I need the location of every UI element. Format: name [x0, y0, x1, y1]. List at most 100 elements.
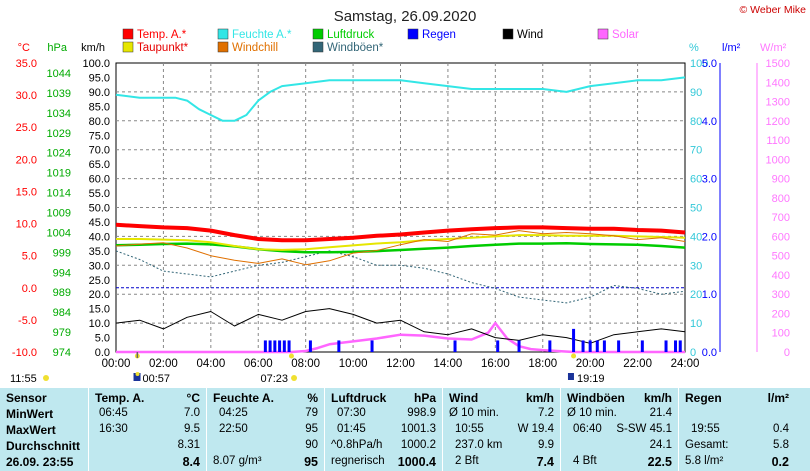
wind-avg10-label: Ø 10 min.: [449, 407, 499, 419]
rain-bar-11: [517, 340, 521, 352]
series-tempa: [115, 222, 686, 243]
temp-max-time: 16:30: [99, 423, 128, 435]
tick-wind-14: 30.0: [89, 260, 110, 272]
tick-pressure-3: 1029: [47, 128, 71, 140]
tick-temp-8: -5.0: [18, 315, 37, 327]
tick-pressure-6: 1014: [47, 188, 71, 200]
unit-rain: l/m²: [722, 42, 741, 54]
tick-wind-8: 60.0: [89, 174, 110, 186]
tick-temp-2: 25.0: [16, 122, 37, 134]
legend-label-3: Regen: [422, 29, 456, 41]
tick-temp-9: -10.0: [12, 347, 37, 359]
rain-bar-8: [370, 340, 374, 352]
pressure-header: Luftdruck: [331, 391, 387, 405]
tick-x-2: 04:00: [196, 358, 225, 370]
sunset-time: 19:19: [577, 373, 605, 385]
humidity-min: 79: [305, 407, 318, 419]
tick-solar-3: 1200: [766, 116, 790, 128]
tick-solar-7: 800: [772, 193, 790, 205]
tick-wind-5: 75.0: [89, 130, 110, 142]
series-taupunkt: [116, 234, 686, 251]
rain-bar-14: [581, 340, 585, 352]
rain-bar-19: [640, 340, 644, 352]
tick-wind-16: 20.0: [89, 289, 110, 301]
rain-unit: l/m²: [767, 391, 789, 405]
tick-x-7: 14:00: [434, 358, 463, 370]
tick-humidity-5: 50: [690, 203, 702, 215]
temp-max: 9.5: [184, 423, 200, 435]
humidity-abs: 8.07 g/m³: [213, 455, 262, 467]
tick-wind-3: 85.0: [89, 101, 110, 113]
tick-wind-17: 15.0: [89, 304, 110, 316]
tick-solar-9: 600: [772, 231, 790, 243]
rain-bar-6: [308, 340, 312, 352]
tick-wind-2: 90.0: [89, 87, 110, 99]
pressure-min-time: 07:30: [337, 407, 366, 419]
rain-bar-22: [678, 340, 682, 352]
tick-x-9: 18:00: [528, 358, 557, 370]
tick-temp-1: 30.0: [16, 90, 37, 102]
tick-humidity-7: 30: [690, 260, 702, 272]
wind-max: W 19.4: [517, 423, 554, 435]
wind-max-time: 10:55: [455, 423, 484, 435]
tick-x-4: 08:00: [291, 358, 320, 370]
gusts-avg10-label: Ø 10 min.: [567, 407, 617, 419]
tick-pressure-1: 1039: [47, 88, 71, 100]
tick-wind-4: 80.0: [89, 116, 110, 128]
tick-wind-18: 10.0: [89, 318, 110, 330]
tick-x-5: 10:00: [339, 358, 368, 370]
temp-unit: °C: [186, 391, 200, 405]
tick-solar-15: 0: [784, 347, 790, 359]
unit-temp: °C: [18, 42, 30, 54]
stats-table: Sensor MinWert MaxWert Durchschnitt 26.0…: [0, 388, 810, 471]
legend-label-1: Feuchte A.*: [232, 29, 292, 41]
tick-wind-0: 100.0: [82, 58, 110, 70]
gusts-unit: km/h: [643, 391, 672, 405]
pressure-column: Luftdruck hPa 07:30 998.9 01:45 1001.3 ^…: [324, 388, 442, 471]
gusts-column: Windböen km/h Ø 10 min. 21.4 06:40 S-SW …: [560, 388, 678, 471]
gusts-current: 22.5: [647, 455, 672, 469]
rain-bar-10: [496, 340, 500, 352]
legend-label-2: Luftdruck: [327, 29, 375, 41]
gusts-avg: 24.1: [649, 439, 672, 451]
tick-x-0: 00:00: [102, 358, 131, 370]
tick-x-1: 02:00: [149, 358, 178, 370]
tick-rain-4: 1.0: [702, 289, 717, 301]
rain-bar-12: [548, 340, 552, 352]
rain-bar-0: [263, 340, 267, 352]
tick-temp-7: 0.0: [22, 283, 37, 295]
rain-total-label: Gesamt:: [685, 439, 729, 451]
tick-pressure-0: 1044: [47, 68, 71, 80]
wind-current: 7.4: [536, 455, 554, 469]
legend-swatch-4: [502, 28, 514, 40]
series-windben: [115, 250, 686, 304]
tick-temp-0: 35.0: [16, 58, 37, 70]
legend-swatch-2: [312, 28, 324, 40]
tick-wind-15: 25.0: [89, 275, 110, 287]
legend-swatch-3: [407, 28, 419, 40]
rain-bar-21: [674, 340, 678, 352]
tick-pressure-12: 984: [53, 307, 71, 319]
humidity-max-time: 22:50: [219, 423, 248, 435]
tick-wind-12: 40.0: [89, 231, 110, 243]
tick-solar-4: 1100: [766, 135, 790, 147]
rain-bar-4: [282, 340, 286, 352]
rain-sum: 5.8 l/m²: [685, 455, 724, 467]
tick-temp-5: 10.0: [16, 219, 37, 231]
legend-label-0: Temp. A.*: [137, 29, 187, 41]
gusts-avg10: 21.4: [649, 407, 672, 419]
temp-min-time: 06:45: [99, 407, 128, 419]
tick-solar-8: 700: [772, 212, 790, 224]
moon-icon: [133, 373, 141, 381]
rain-bar-2: [273, 340, 277, 352]
tick-rain-0: 5.0: [702, 58, 717, 70]
rain-bar-15: [588, 340, 592, 352]
humidity-header: Feuchte A.: [213, 391, 274, 405]
legend-swatch-5: [597, 28, 609, 40]
unit-wind: km/h: [81, 42, 105, 54]
wind-header: Wind: [449, 391, 479, 405]
tick-wind-1: 95.0: [89, 72, 110, 84]
tick-solar-0: 1500: [766, 58, 790, 70]
tick-rain-5: 0.0: [702, 347, 717, 359]
left-time: 11:55: [10, 373, 37, 385]
